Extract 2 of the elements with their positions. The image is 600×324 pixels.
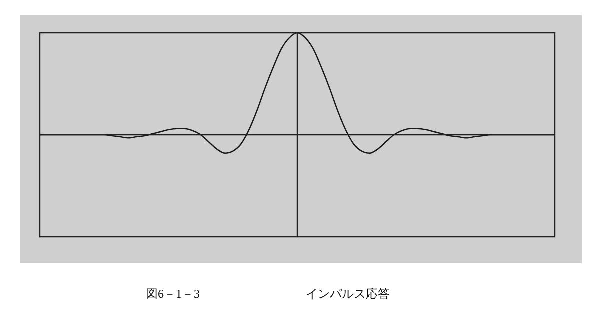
text: 図6－1－3	[146, 286, 200, 303]
text: インパルス応答	[306, 286, 390, 303]
